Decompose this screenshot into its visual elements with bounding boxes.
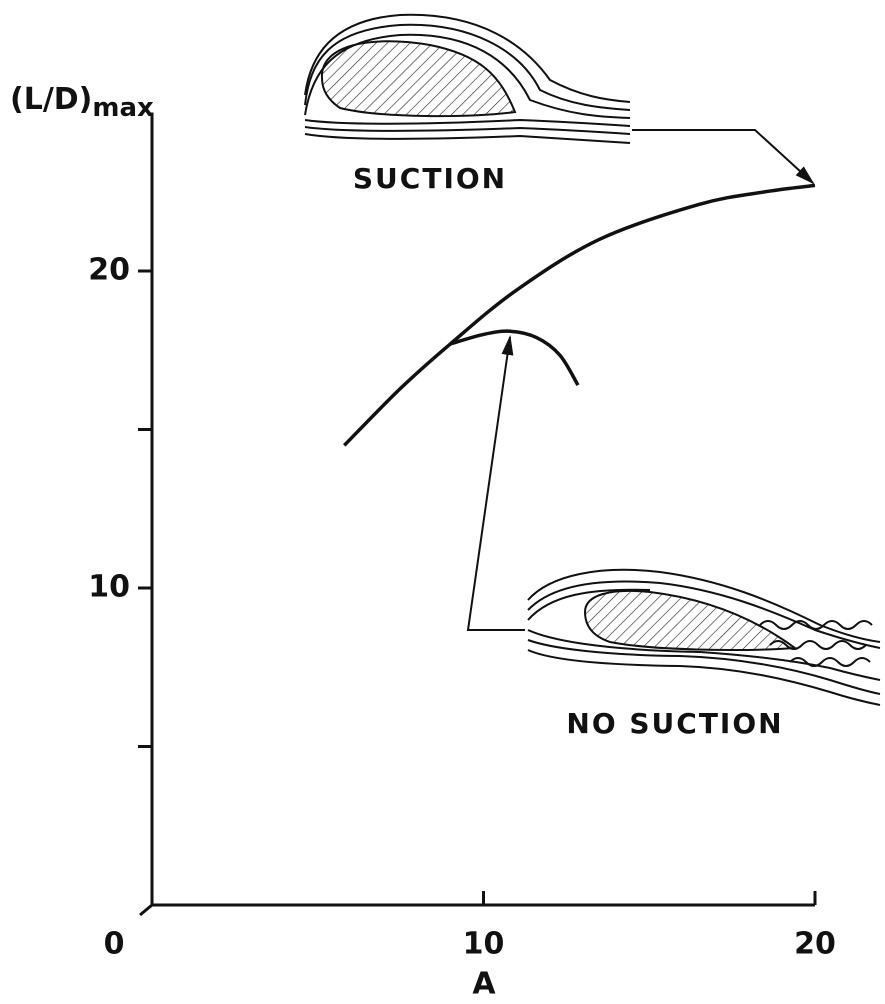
no-suction-sketch xyxy=(528,570,880,705)
x-tick-label: 0 xyxy=(104,927,125,962)
series-label: NO SUCTION xyxy=(566,707,783,740)
chart: (L/D)max A 0 10 20 10 20 SUCTION NO SUCTION xyxy=(0,0,885,1004)
x-tick-label: 10 xyxy=(463,927,505,962)
x-axis-label: A xyxy=(472,967,496,1002)
series-label: SUCTION xyxy=(353,162,507,195)
y-tick-label: 10 xyxy=(88,570,130,605)
data-line xyxy=(450,331,578,385)
y-tick-label: 20 xyxy=(88,253,130,288)
arrow xyxy=(632,130,813,183)
x-tick-label: 20 xyxy=(794,927,836,962)
y-axis-label-main: (L/D) xyxy=(10,82,92,117)
arrow xyxy=(468,337,525,630)
y-axis-label-sub: max xyxy=(92,93,154,123)
data-line xyxy=(344,185,815,445)
axis-corner xyxy=(140,905,152,915)
suction-sketch xyxy=(305,15,630,143)
y-axis-label: (L/D)max xyxy=(10,82,154,123)
